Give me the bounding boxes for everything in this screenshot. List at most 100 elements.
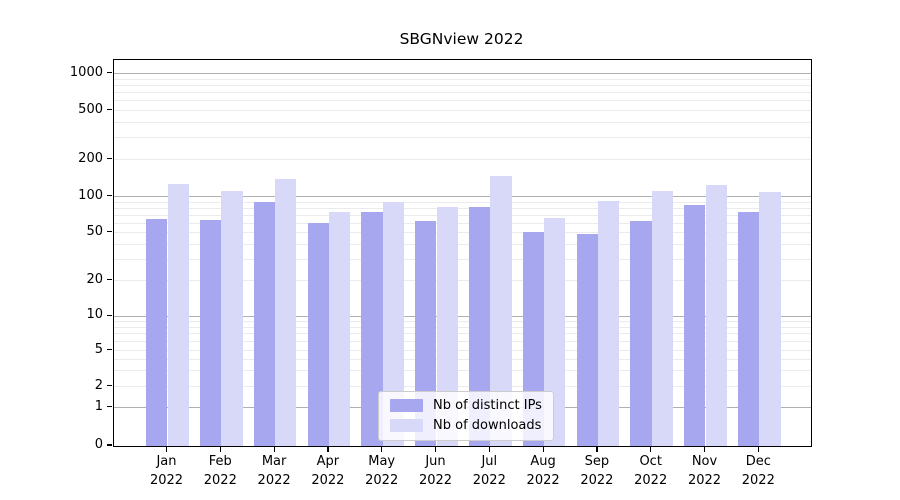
gridline-minor-7 xyxy=(114,333,811,335)
bar-distinct-ips-oct xyxy=(630,220,652,446)
x-tick-label-may: May 2022 xyxy=(352,452,412,490)
bar-downloads-mar xyxy=(275,178,297,446)
x-label-month: May xyxy=(368,454,396,469)
x-tick-mar xyxy=(273,446,275,452)
bar-distinct-ips-mar xyxy=(253,201,276,446)
bar-distinct-ips-apr xyxy=(307,223,329,446)
x-tick-sep xyxy=(596,446,598,452)
gridline-minor-80 xyxy=(114,207,811,209)
x-label-month: Feb xyxy=(208,454,232,469)
x-tick-label-nov: Nov 2022 xyxy=(675,452,735,490)
gridline-minor-2 xyxy=(114,386,811,388)
bar-downloads-feb xyxy=(221,190,243,446)
y-tick-50 xyxy=(106,231,112,233)
y-tick-label-50: 50 xyxy=(86,223,103,239)
x-tick-feb xyxy=(219,446,221,452)
gridline-minor-4 xyxy=(114,358,811,360)
gridline-minor-500 xyxy=(114,110,811,111)
x-label-year: 2022 xyxy=(741,473,775,488)
plot-area xyxy=(113,59,812,447)
x-tick-label-apr: Apr 2022 xyxy=(298,452,358,490)
bar-downloads-jun xyxy=(436,207,458,446)
x-label-year: 2022 xyxy=(149,473,184,488)
bar-downloads-apr xyxy=(328,212,351,446)
x-tick-jan xyxy=(165,446,168,452)
x-tick-label-dec: Dec 2022 xyxy=(728,452,788,490)
gridline-minor-30 xyxy=(114,258,811,260)
x-tick-jun xyxy=(434,446,437,452)
x-label-month: Aug xyxy=(530,454,556,469)
x-label-year: 2022 xyxy=(687,473,722,488)
bar-distinct-ips-may xyxy=(361,212,383,446)
gridline-major-1000 xyxy=(114,73,811,74)
gridline-minor-40 xyxy=(114,243,811,245)
gridline-minor-600 xyxy=(114,100,811,102)
x-tick-oct xyxy=(650,446,652,452)
x-tick-label-jun: Jun 2022 xyxy=(406,452,466,490)
x-label-month: Sep xyxy=(584,454,610,469)
bar-distinct-ips-jan xyxy=(146,219,168,446)
y-tick-label-1000: 1000 xyxy=(69,64,103,80)
gridline-minor-9 xyxy=(114,320,811,322)
bar-distinct-ips-sep xyxy=(576,233,598,446)
x-label-month: Nov xyxy=(691,454,718,469)
legend-label-distinct-ips: Nb of distinct IPs xyxy=(433,398,542,413)
gridline-minor-60 xyxy=(114,222,811,224)
legend-label-downloads: Nb of downloads xyxy=(433,418,542,433)
y-tick-label-500: 500 xyxy=(78,101,103,117)
gridline-minor-90 xyxy=(114,201,811,203)
y-tick-5 xyxy=(106,348,112,351)
bar-downloads-jul xyxy=(490,176,512,446)
bar-downloads-jan xyxy=(167,183,189,446)
bar-distinct-ips-jul xyxy=(468,207,491,446)
gridline-minor-50 xyxy=(114,232,811,234)
gridline-minor-700 xyxy=(114,92,811,94)
bar-distinct-ips-feb xyxy=(199,219,222,446)
bar-downloads-dec xyxy=(759,191,781,446)
x-tick-label-mar: Mar 2022 xyxy=(244,452,304,490)
y-tick-1000 xyxy=(106,71,112,74)
legend-entry-distinct-ips: Nb of distinct IPs xyxy=(390,397,542,414)
y-tick-500 xyxy=(106,108,112,111)
x-tick-label-jan: Jan 2022 xyxy=(137,452,197,490)
x-tick-label-jul: Jul 2022 xyxy=(459,452,519,490)
x-label-year: 2022 xyxy=(203,473,237,488)
gridline-minor-800 xyxy=(114,84,811,86)
x-label-year: 2022 xyxy=(311,473,345,488)
x-label-month: Apr xyxy=(316,454,340,469)
bar-downloads-may xyxy=(382,201,405,446)
x-label-year: 2022 xyxy=(365,473,399,488)
x-label-year: 2022 xyxy=(580,473,614,488)
gridline-minor-300 xyxy=(114,137,811,139)
gridline-major-100 xyxy=(114,196,811,198)
legend: Nb of distinct IPs Nb of downloads xyxy=(378,391,554,441)
x-tick-may xyxy=(381,446,383,452)
x-tick-jul xyxy=(488,446,490,452)
bar-downloads-sep xyxy=(597,201,620,446)
y-tick-1 xyxy=(106,405,112,408)
x-label-month: Oct xyxy=(639,454,662,469)
x-label-year: 2022 xyxy=(634,473,668,488)
x-tick-label-oct: Oct 2022 xyxy=(621,452,681,490)
bar-distinct-ips-nov xyxy=(684,204,706,446)
x-label-month: Jun xyxy=(425,454,446,469)
x-label-year: 2022 xyxy=(418,473,453,488)
y-tick-label-20: 20 xyxy=(86,271,103,287)
y-tick-label-0: 0 xyxy=(94,437,103,452)
gridline-minor-5 xyxy=(114,350,811,351)
bar-distinct-ips-jun xyxy=(415,220,437,446)
gridline-minor-900 xyxy=(114,78,811,80)
legend-swatch-distinct-ips xyxy=(390,398,423,413)
y-tick-200 xyxy=(106,157,112,160)
bar-downloads-nov xyxy=(705,184,727,446)
x-tick-apr xyxy=(327,446,329,452)
gridline-minor-70 xyxy=(114,214,811,216)
gridline-minor-200 xyxy=(114,159,811,160)
gridline-minor-20 xyxy=(114,280,811,281)
y-tick-0 xyxy=(106,444,112,446)
gridline-minor-6 xyxy=(114,341,811,342)
bar-distinct-ips-dec xyxy=(737,211,760,446)
y-tick-10 xyxy=(106,314,112,316)
y-tick-label-1: 1 xyxy=(94,398,103,414)
